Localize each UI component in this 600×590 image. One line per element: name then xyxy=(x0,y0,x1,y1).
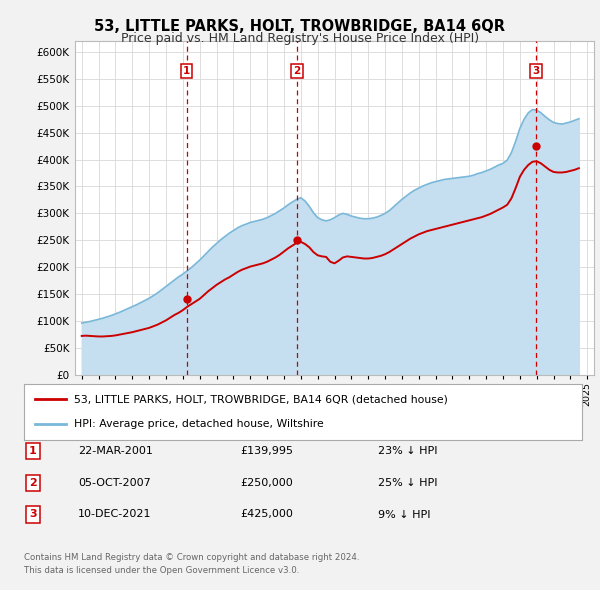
Text: 22-MAR-2001: 22-MAR-2001 xyxy=(78,446,153,455)
Text: £250,000: £250,000 xyxy=(240,478,293,487)
Text: 10-DEC-2021: 10-DEC-2021 xyxy=(78,510,151,519)
Text: 2: 2 xyxy=(293,66,300,76)
Text: 1: 1 xyxy=(183,66,190,76)
Text: 9% ↓ HPI: 9% ↓ HPI xyxy=(378,510,431,519)
Text: 53, LITTLE PARKS, HOLT, TROWBRIDGE, BA14 6QR: 53, LITTLE PARKS, HOLT, TROWBRIDGE, BA14… xyxy=(95,19,505,34)
Text: £425,000: £425,000 xyxy=(240,510,293,519)
Text: HPI: Average price, detached house, Wiltshire: HPI: Average price, detached house, Wilt… xyxy=(74,419,324,429)
Text: £139,995: £139,995 xyxy=(240,446,293,455)
Text: 2: 2 xyxy=(29,478,37,487)
Text: Price paid vs. HM Land Registry's House Price Index (HPI): Price paid vs. HM Land Registry's House … xyxy=(121,32,479,45)
Text: 53, LITTLE PARKS, HOLT, TROWBRIDGE, BA14 6QR (detached house): 53, LITTLE PARKS, HOLT, TROWBRIDGE, BA14… xyxy=(74,394,448,404)
Text: Contains HM Land Registry data © Crown copyright and database right 2024.
This d: Contains HM Land Registry data © Crown c… xyxy=(24,553,359,575)
Text: 3: 3 xyxy=(29,510,37,519)
Text: 3: 3 xyxy=(532,66,539,76)
Text: 1: 1 xyxy=(29,446,37,455)
Text: 25% ↓ HPI: 25% ↓ HPI xyxy=(378,478,437,487)
Text: 05-OCT-2007: 05-OCT-2007 xyxy=(78,478,151,487)
Text: 23% ↓ HPI: 23% ↓ HPI xyxy=(378,446,437,455)
